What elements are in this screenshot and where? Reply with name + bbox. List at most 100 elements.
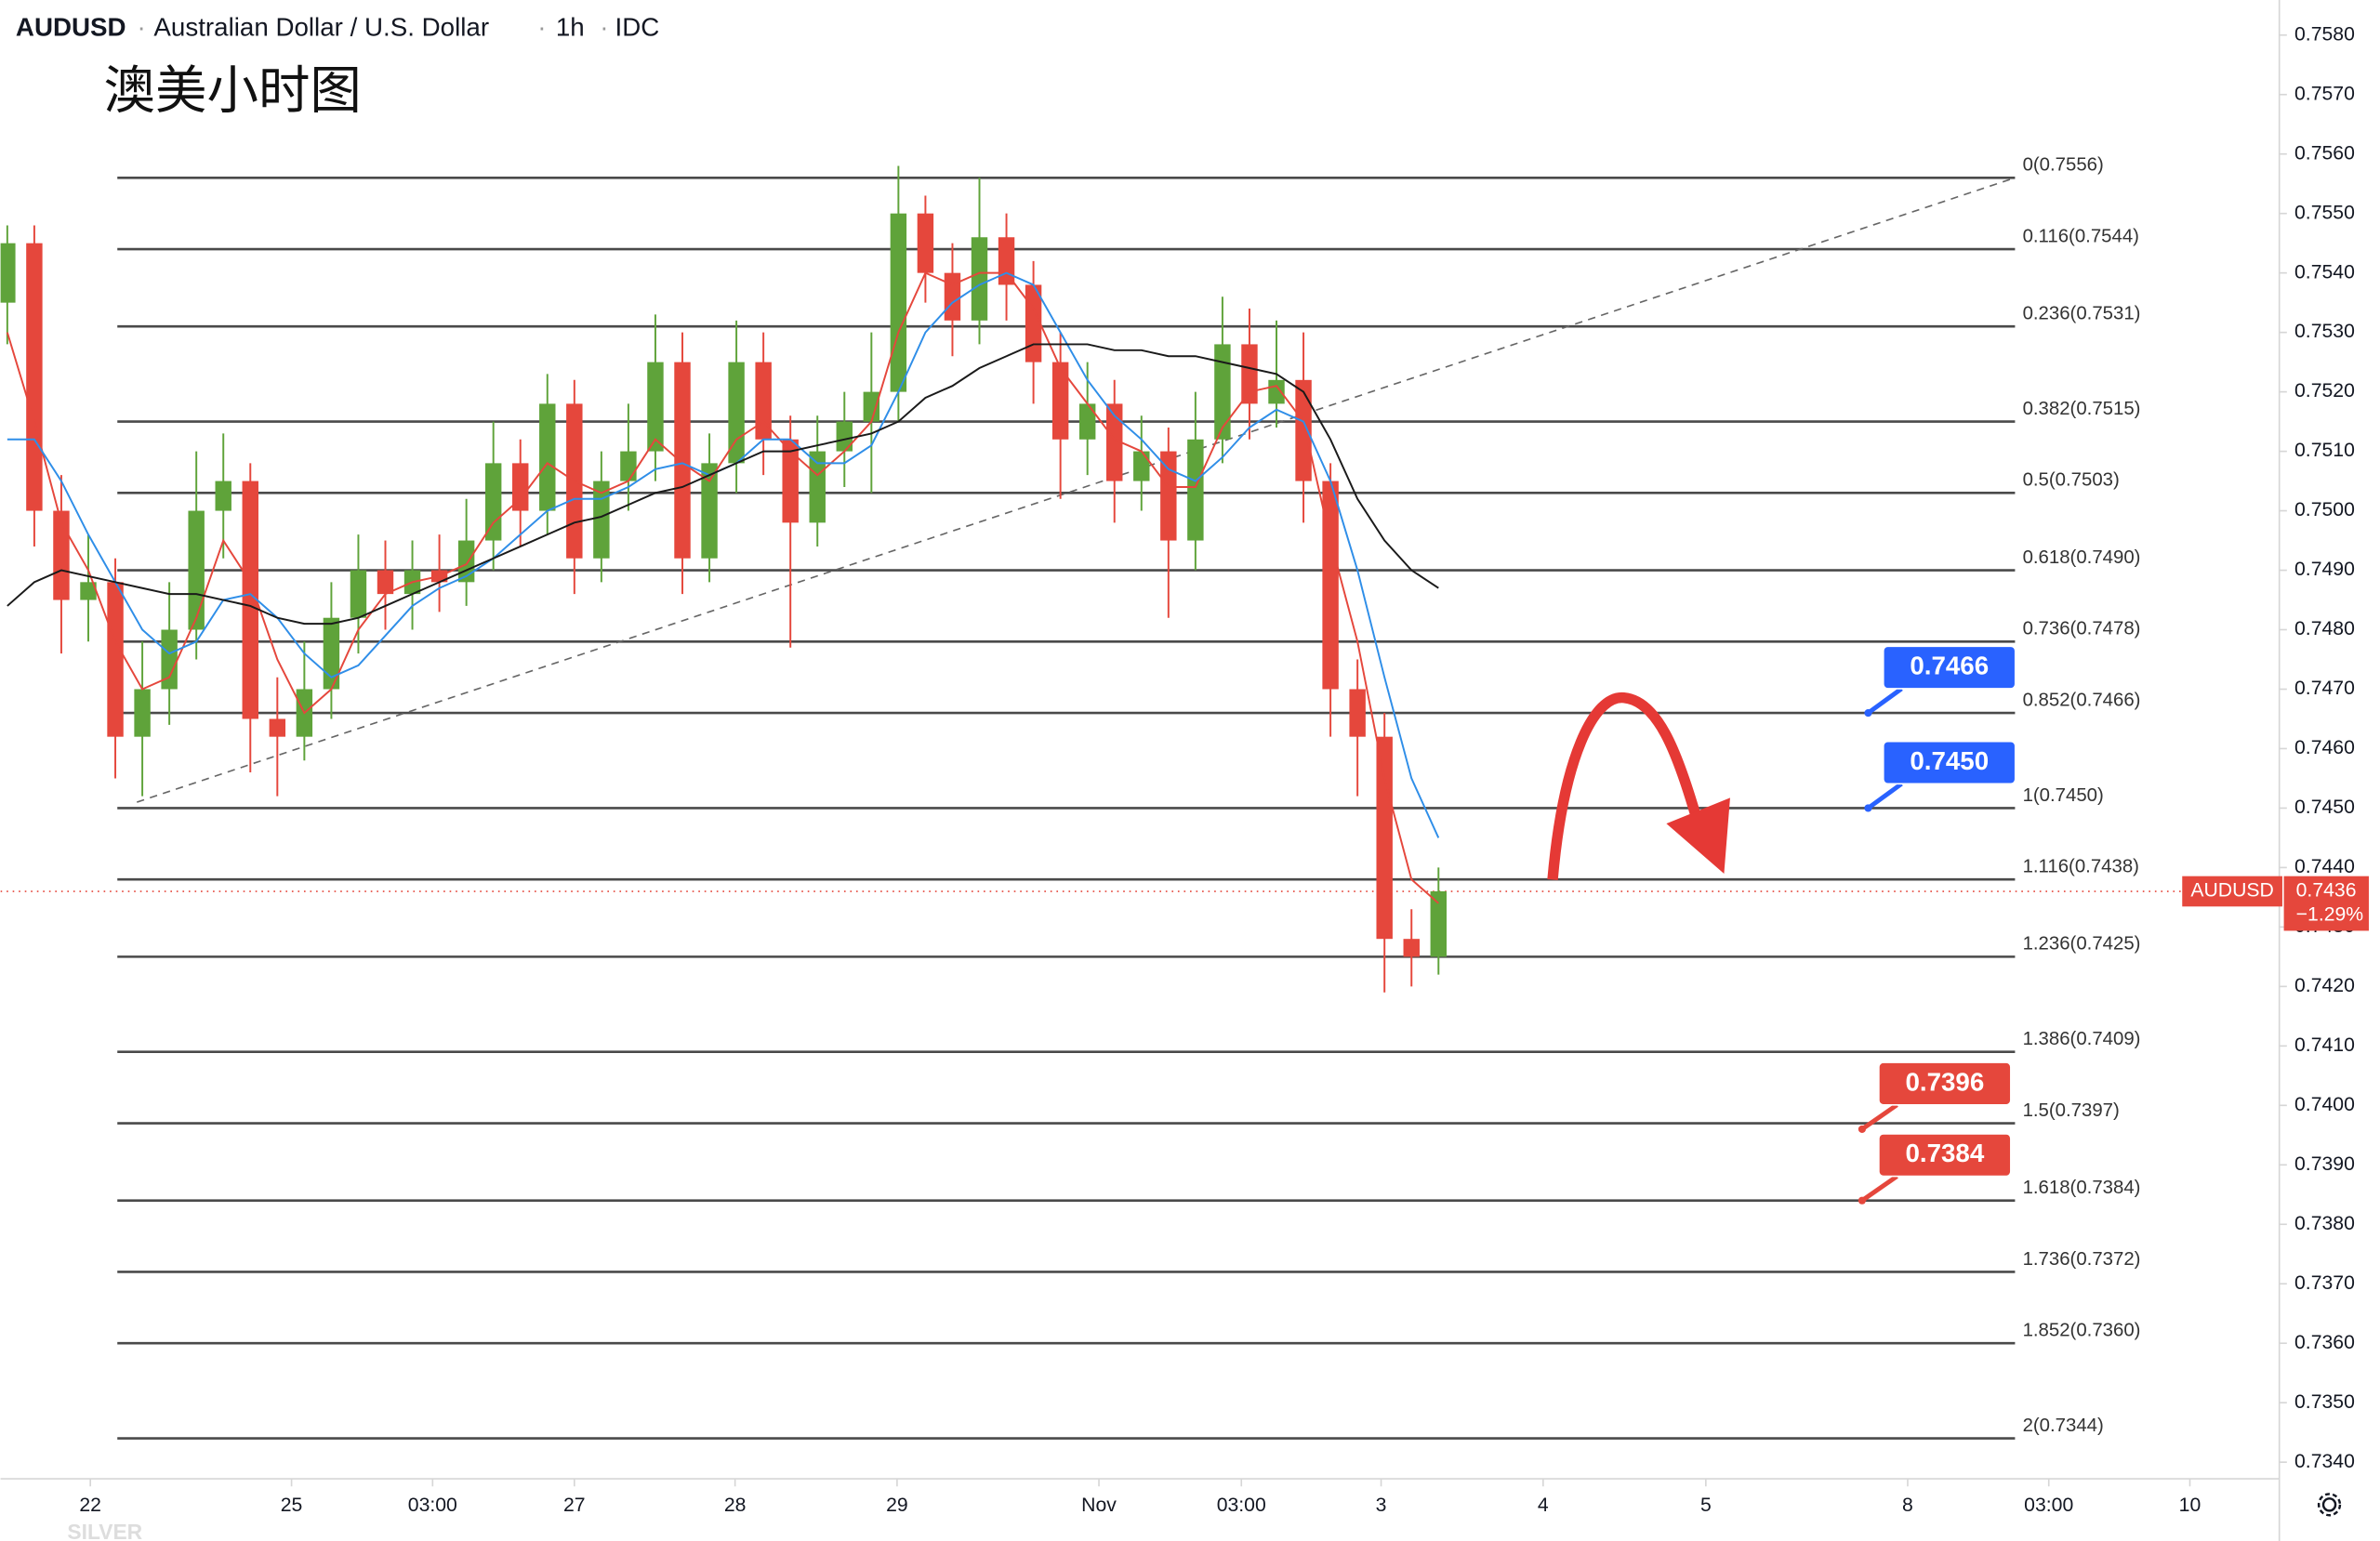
candle-body <box>971 237 988 321</box>
candle-body <box>107 582 124 737</box>
x-tick-label: 03:00 <box>1217 1495 1266 1516</box>
price-tag: 0.7396 <box>1858 1061 2012 1133</box>
candle-body <box>1106 403 1123 481</box>
price-tag-box <box>1878 1061 2012 1106</box>
x-tick-label: 03:00 <box>2024 1495 2073 1516</box>
y-tick-label: 0.7510 <box>2294 440 2355 461</box>
price-tag: 0.7466 <box>1864 645 2016 718</box>
x-tick-label: 29 <box>886 1495 908 1516</box>
arrow-body <box>1547 691 1702 880</box>
price-tag-box <box>1882 740 2016 785</box>
candle-body <box>863 391 880 422</box>
candle-body <box>269 718 286 737</box>
price-tag-label: 0.7396 <box>1905 1067 1984 1096</box>
fib-level-label: 0.382(0.7515) <box>2023 399 2141 419</box>
fib-level-label: 0.736(0.7478) <box>2023 619 2141 639</box>
candle-body <box>728 362 745 464</box>
candle-body <box>1268 379 1285 404</box>
price-tag-pointer <box>1860 1174 1898 1203</box>
fib-level-label: 0.236(0.7531) <box>2023 304 2141 324</box>
candle-body <box>1133 451 1150 481</box>
candle-body <box>134 689 151 737</box>
y-tick-label: 0.7460 <box>2294 737 2355 758</box>
interval[interactable]: 1h <box>556 12 585 41</box>
candle-body <box>242 481 258 719</box>
y-tick-label: 0.7490 <box>2294 559 2355 580</box>
fib-level-label: 1.736(0.7372) <box>2023 1249 2141 1270</box>
candle-body <box>701 463 718 559</box>
symbol-tag-label: AUDUSD <box>2190 880 2274 902</box>
symbol-tag <box>2182 876 2282 907</box>
y-tick-label: 0.7370 <box>2294 1272 2355 1294</box>
candle-body <box>1403 939 1420 957</box>
fib-level-label: 1.5(0.7397) <box>2023 1100 2120 1121</box>
y-tick-label: 0.7520 <box>2294 380 2355 402</box>
candle-body <box>782 439 799 523</box>
price-tag-pointer <box>1867 782 1903 810</box>
price-tag-anchor <box>1858 1196 1867 1205</box>
price-tag-anchor <box>1864 708 1872 718</box>
fib-level-label: 1.236(0.7425) <box>2023 934 2141 955</box>
candle-body <box>512 463 529 511</box>
watermark: SILVER <box>67 1520 142 1541</box>
candle-body <box>1160 451 1177 541</box>
price-tag: 0.7450 <box>1864 740 2016 812</box>
curved-arrow <box>1547 691 1730 880</box>
x-tick-label: 10 <box>2179 1495 2202 1516</box>
x-tick-label: 25 <box>281 1495 303 1516</box>
x-tick-label: 8 <box>1902 1495 1913 1516</box>
candle-body <box>188 510 205 630</box>
y-tick-label: 0.7410 <box>2294 1034 2355 1056</box>
fib-level-label: 1.618(0.7384) <box>2023 1178 2141 1198</box>
moving-average <box>7 343 1439 626</box>
candle-body <box>647 362 664 452</box>
candle-body <box>53 510 70 600</box>
symbol[interactable]: AUDUSD <box>16 12 126 41</box>
price-tag-anchor <box>1864 804 1872 812</box>
x-tick-label: 28 <box>724 1495 747 1516</box>
candle-body <box>1295 379 1312 481</box>
price-tag-label: 0.7450 <box>1910 746 1989 775</box>
candle-body <box>620 451 637 481</box>
candle-body <box>1241 344 1258 404</box>
price-tag-anchor <box>1858 1125 1867 1133</box>
price-tag-pointer <box>1867 686 1903 716</box>
candle-body <box>323 617 340 690</box>
candle-body <box>26 243 43 511</box>
candle-body <box>674 362 691 559</box>
y-tick-label: 0.7500 <box>2294 499 2355 520</box>
x-tick-label: 27 <box>563 1495 586 1516</box>
x-tick-label: 22 <box>79 1495 101 1516</box>
candle-body <box>80 582 97 600</box>
arrow-head <box>1666 797 1730 874</box>
candle-body <box>593 481 610 559</box>
price-tag-label: 0.7384 <box>1905 1139 1984 1167</box>
x-tick-label: Nov <box>1081 1495 1117 1516</box>
candle-body <box>1322 481 1339 690</box>
y-tick-label: 0.7560 <box>2294 142 2355 164</box>
y-tick-label: 0.7350 <box>2294 1391 2355 1413</box>
candle-body <box>890 213 907 392</box>
candle-body <box>484 463 502 541</box>
x-tick-label: 03:00 <box>408 1495 457 1516</box>
trend-line <box>137 177 2016 803</box>
last-price-change: −1.29% <box>2296 904 2364 926</box>
symbol-name: Australian Dollar / U.S. Dollar <box>153 12 489 41</box>
y-tick-label: 0.7470 <box>2294 678 2355 699</box>
y-tick-label: 0.7550 <box>2294 202 2355 223</box>
fib-level-label: 0.852(0.7466) <box>2023 690 2141 710</box>
candle-body <box>161 629 178 690</box>
price-tag-label: 0.7466 <box>1910 651 1989 679</box>
last-price-box <box>2283 876 2369 931</box>
fib-level-label: 1.116(0.7438) <box>2023 857 2139 877</box>
candle-body <box>350 570 367 618</box>
candle-body <box>1051 362 1069 440</box>
candle-body <box>836 421 853 452</box>
candle-body <box>1078 403 1096 440</box>
fib-level-label: 0.618(0.7490) <box>2023 547 2141 568</box>
header: AUDUSD · Australian Dollar / U.S. Dollar… <box>16 12 659 41</box>
separator: · <box>600 12 608 41</box>
fib-level-label: 1.386(0.7409) <box>2023 1029 2141 1049</box>
y-tick-label: 0.7390 <box>2294 1153 2355 1175</box>
